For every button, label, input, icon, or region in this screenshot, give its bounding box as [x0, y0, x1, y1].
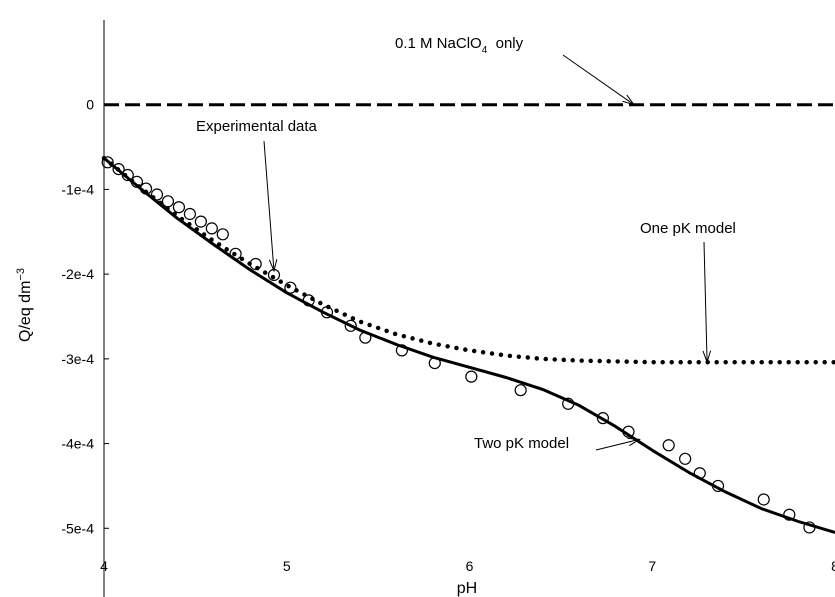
x-tick-label: 8 [831, 558, 835, 574]
experimental-point [344, 319, 357, 332]
experimental-point [359, 331, 372, 344]
experimental-point [514, 384, 527, 397]
experimental-point [693, 467, 706, 480]
experimental-point [679, 452, 692, 465]
y-tick-label: -5e-4 [61, 520, 94, 536]
experimental-point [183, 207, 196, 221]
tick-group: 456780-1e-4-2e-4-3e-4-4e-4-5e-4-6e-4 [61, 97, 835, 574]
experimental-point [465, 370, 478, 383]
annotation-arrowhead [622, 94, 636, 106]
annotation-arrowhead [702, 350, 712, 364]
annotation-arrow [562, 54, 635, 106]
experimental-point [562, 397, 575, 410]
experimental-point [284, 281, 297, 294]
y-axis-title-main: Q/eq dm [17, 281, 34, 342]
annotation-naclo4-tail: only [487, 35, 523, 52]
annotation-naclo4-main: 0.1 M NaClO [395, 35, 482, 52]
experimental-point [302, 294, 315, 307]
experimental-point [783, 508, 796, 521]
two-pk-model-line [103, 156, 835, 534]
experimental-point [320, 306, 334, 319]
annotation-two-pk: Two pK model [474, 435, 569, 452]
x-tick-label: 4 [100, 558, 108, 574]
annotation-arrow [595, 438, 640, 451]
experimental-point [150, 188, 164, 201]
y-tick-label: -1e-4 [61, 181, 94, 197]
experimental-point [121, 168, 134, 182]
experimental-point [662, 439, 675, 452]
axes [103, 20, 105, 597]
one-pk-model-line [101, 155, 835, 365]
experimental-point [172, 201, 186, 214]
annotation-arrowhead [627, 437, 642, 447]
y-tick-label: -2e-4 [61, 266, 94, 282]
experimental-point [139, 182, 153, 195]
y-axis-title: Q/eq dm−3 [15, 268, 34, 342]
experimental-point [161, 195, 175, 208]
annotation-arrowhead [268, 258, 278, 273]
experimental-point [757, 493, 770, 506]
annotation-experimental: Experimental data [196, 118, 318, 135]
experimental-point [711, 479, 725, 493]
experimental-point [428, 356, 441, 370]
experimental-point [101, 156, 114, 169]
y-tick-label: 0 [86, 97, 94, 113]
series-layer [101, 103, 835, 534]
annotation-layer: 0.1 M NaClO4 only Experimental data One … [196, 35, 736, 452]
y-tick-label: -4e-4 [61, 436, 94, 452]
annotation-one-pk: One pK model [640, 220, 736, 237]
experimental-point [622, 425, 635, 438]
annotation-arrow [703, 241, 708, 363]
y-axis-title-sup: −3 [15, 268, 27, 281]
experimental-point [803, 521, 816, 534]
experimental-point [229, 247, 242, 260]
annotation-arrow [263, 140, 275, 271]
experimental-point [216, 228, 229, 241]
annotation-naclo4: 0.1 M NaClO4 only [395, 35, 524, 56]
experimental-point [249, 257, 262, 271]
experimental-point [194, 215, 207, 228]
experimental-point [112, 162, 125, 176]
experimental-point [395, 344, 408, 357]
x-axis-title: pH [457, 580, 477, 597]
annotation-naclo4-sub: 4 [482, 45, 488, 56]
y-tick-label: -3e-4 [61, 351, 94, 367]
x-tick-label: 7 [648, 558, 656, 574]
x-tick-label: 5 [283, 558, 291, 574]
x-tick-label: 6 [466, 558, 474, 574]
experimental-point [596, 412, 610, 425]
experimental-point [130, 175, 143, 188]
experimental-point [205, 222, 218, 235]
